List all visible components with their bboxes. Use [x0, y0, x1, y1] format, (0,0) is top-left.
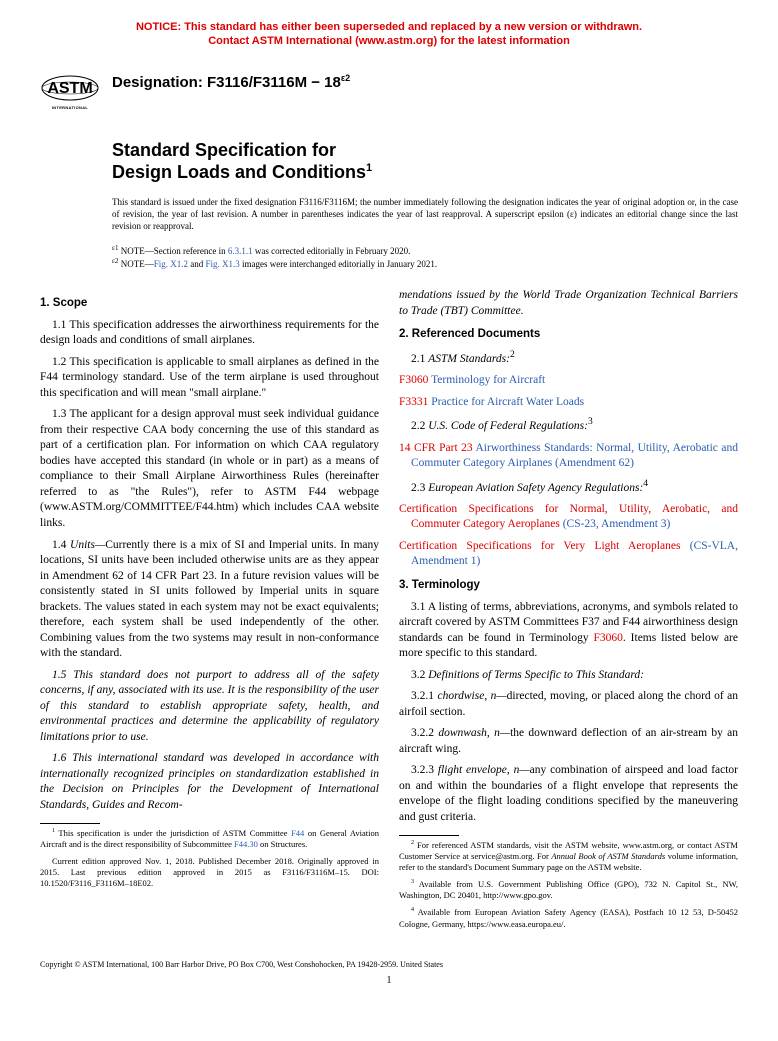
link-6311[interactable]: 6.3.1.1	[228, 246, 253, 256]
footnote-rule-left	[40, 823, 100, 824]
eps2: ε2 NOTE—Fig. X1.2 and Fig. X1.3 images w…	[112, 257, 738, 270]
t-321: 3.2.1 chordwise, n—directed, moving, or …	[399, 689, 738, 720]
issuance-note: This standard is issued under the fixed …	[112, 196, 738, 232]
link-14cfr23-a[interactable]: 14 CFR Part 23	[399, 442, 475, 454]
p-1-4: 1.4 Units—Currently there is a mix of SI…	[40, 538, 379, 662]
body-columns: 1. Scope 1.1 This specification addresse…	[40, 288, 738, 935]
logo-text: INTERNATIONAL	[52, 105, 88, 110]
fn3: 3 Available from U.S. Government Publish…	[399, 879, 738, 901]
link-f3060[interactable]: F3060	[399, 374, 428, 386]
header: ASTM INTERNATIONAL Designation: F3116/F3…	[40, 67, 738, 115]
link-figx13[interactable]: Fig. X1.3	[205, 259, 239, 269]
link-figx12[interactable]: Fig. X1.2	[154, 259, 188, 269]
p-1-6: 1.6 This international standard was deve…	[40, 751, 379, 813]
ref-csvla: Certification Specifications for Very Li…	[399, 539, 738, 570]
astm-logo: ASTM INTERNATIONAL	[40, 67, 100, 115]
epsilon-notes: ε1 NOTE—Section reference in 6.3.1.1 was…	[112, 244, 738, 270]
notice-banner: NOTICE: This standard has either been su…	[40, 20, 738, 49]
link-f44[interactable]: F44	[291, 828, 304, 838]
h-refdocs: 2. Referenced Documents	[399, 327, 738, 343]
footnote-rule-right	[399, 835, 459, 836]
p-3-2: 3.2 Definitions of Terms Specific to Thi…	[399, 668, 738, 684]
p-3-1: 3.1 A listing of terms, abbreviations, a…	[399, 600, 738, 662]
link-f3331[interactable]: F3331	[399, 396, 428, 408]
fn4: 4 Available from European Aviation Safet…	[399, 907, 738, 929]
p-2-3: 2.3 European Aviation Safety Agency Regu…	[399, 478, 738, 496]
h-term: 3. Terminology	[399, 578, 738, 594]
ref-f3060: F3060 Terminology for Aircraft	[399, 373, 738, 389]
t-322: 3.2.2 downwash, n—the downward deflectio…	[399, 726, 738, 757]
h-scope: 1. Scope	[40, 296, 379, 312]
link-f3060-2[interactable]: F3060	[593, 632, 622, 644]
link-f4430[interactable]: F44.30	[234, 839, 258, 849]
spec-title: Standard Specification for Design Loads …	[112, 139, 738, 184]
p-1-2: 1.2 This specification is applicable to …	[40, 355, 379, 402]
p-1-6b: mendations issued by the World Trade Org…	[399, 288, 738, 319]
fn1: 1 This specification is under the jurisd…	[40, 828, 379, 850]
fn1b: Current edition approved Nov. 1, 2018. P…	[40, 856, 379, 889]
p-1-1: 1.1 This specification addresses the air…	[40, 318, 379, 349]
page-number: 1	[40, 975, 738, 986]
ref-14cfr23: 14 CFR Part 23 Airworthiness Standards: …	[399, 441, 738, 472]
ref-f3331: F3331 Practice for Aircraft Water Loads	[399, 395, 738, 411]
ref-cs23: Certification Specifications for Normal,…	[399, 502, 738, 533]
p-2-2: 2.2 U.S. Code of Federal Regulations:3	[399, 416, 738, 434]
copyright: Copyright © ASTM International, 100 Barr…	[40, 960, 738, 969]
notice-l1: NOTICE: This standard has either been su…	[136, 21, 642, 33]
notice-l2: Contact ASTM International (www.astm.org…	[208, 35, 570, 47]
fn2: 2 For referenced ASTM standards, visit t…	[399, 840, 738, 873]
p-2-1: 2.1 ASTM Standards:2	[399, 349, 738, 367]
designation: Designation: F3116/F3116M − 18ε2	[112, 73, 350, 91]
p-1-3: 1.3 The applicant for a design approval …	[40, 407, 379, 531]
eps1: ε1 NOTE—Section reference in 6.3.1.1 was…	[112, 244, 738, 257]
t-323: 3.2.3 flight envelope, n—any combination…	[399, 763, 738, 825]
svg-text:ASTM: ASTM	[47, 80, 92, 97]
p-1-5: 1.5 This standard does not purport to ad…	[40, 668, 379, 746]
